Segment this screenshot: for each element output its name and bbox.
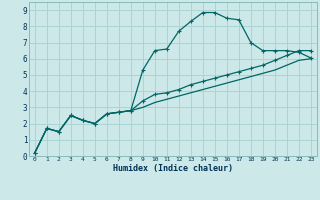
X-axis label: Humidex (Indice chaleur): Humidex (Indice chaleur) [113,164,233,173]
